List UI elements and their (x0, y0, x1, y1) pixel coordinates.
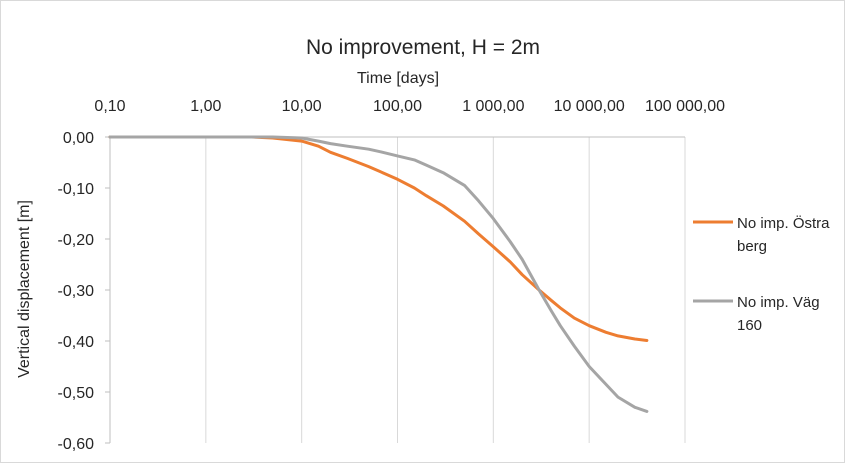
x-tick-label: 0,10 (94, 98, 125, 115)
legend: No imp. Östra berg No imp. Väg 160 (693, 214, 830, 334)
chart-title: No improvement, H = 2m (306, 36, 540, 59)
series-line-1 (110, 137, 647, 411)
y-tick-label: -0,10 (58, 181, 95, 198)
grid-lines (105, 137, 685, 443)
legend-label-ostra-berg-2: berg (737, 238, 767, 255)
series-line-0 (110, 137, 647, 341)
legend-label-ostra-berg-1: No imp. Östra (737, 214, 830, 232)
x-tick-label: 100,00 (373, 98, 422, 115)
x-axis-title: Time [days] (357, 70, 439, 87)
y-tick-label: -0,60 (58, 436, 95, 453)
x-tick-label: 100 000,00 (645, 98, 725, 115)
y-tick-labels: 0,00 -0,10 -0,20 -0,30 -0,40 -0,50 -0,60 (58, 130, 95, 453)
y-tick-label: -0,20 (58, 232, 95, 249)
y-tick-label: -0,40 (58, 334, 95, 351)
x-tick-labels: 0,10 1,00 10,00 100,00 1 000,00 10 000,00 100 … (94, 98, 725, 115)
y-tick-label: -0,50 (58, 385, 95, 402)
x-tick-label: 1 000,00 (462, 98, 524, 115)
x-tick-label: 10 000,00 (554, 98, 625, 115)
x-tick-label: 10,00 (282, 98, 322, 115)
legend-label-vag-160-1: No imp. Väg (737, 294, 820, 311)
y-tick-label: 0,00 (63, 130, 94, 147)
series-lines (110, 137, 647, 411)
legend-label-vag-160-2: 160 (737, 317, 762, 334)
y-axis-title: Vertical displacement [m] (16, 200, 33, 378)
y-tick-label: -0,30 (58, 283, 95, 300)
x-tick-label: 1,00 (190, 98, 221, 115)
